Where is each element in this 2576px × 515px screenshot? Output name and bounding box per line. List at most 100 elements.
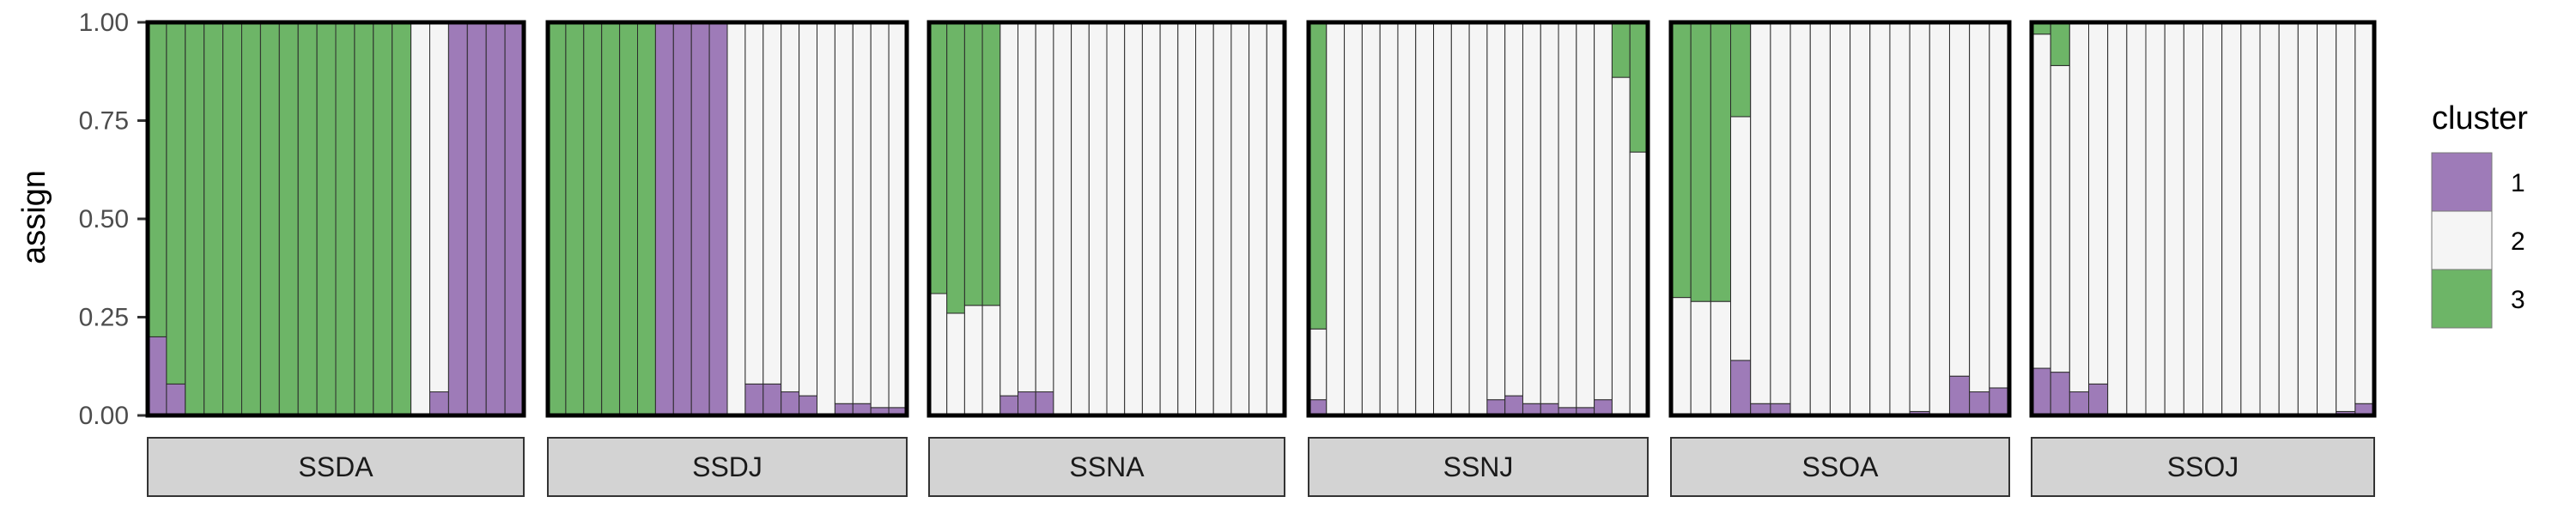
- bar-segment-cluster-2: [834, 21, 854, 404]
- bar-segment-cluster-3: [222, 21, 243, 416]
- bar-segment-cluster-2: [1486, 21, 1506, 401]
- bar-segment-cluster-2: [1770, 21, 1791, 404]
- panel-border: [1668, 20, 2012, 418]
- bar-segment-cluster-2: [2240, 21, 2261, 416]
- bar-segment-cluster-1: [690, 21, 710, 416]
- bar-segment-cluster-3: [1670, 21, 1692, 299]
- bar-segment-cluster-2: [1195, 21, 1214, 416]
- legend-key-cluster-1: [2431, 152, 2493, 212]
- bar-segment-cluster-2: [1053, 21, 1072, 416]
- bar-segment-cluster-3: [373, 21, 393, 416]
- legend-label: 2: [2511, 227, 2525, 256]
- facet-label: SSNJ: [1443, 451, 1514, 482]
- bar-segment-cluster-1: [429, 391, 449, 416]
- bar-segment-cluster-2: [1909, 21, 1930, 412]
- bar-segment-cluster-2: [2221, 21, 2242, 416]
- bar-segment-cluster-1: [672, 21, 692, 416]
- bar-segment-cluster-2: [2183, 21, 2203, 416]
- bar-segment-cluster-2: [1212, 21, 1232, 416]
- bar-segment-cluster-3: [278, 21, 299, 416]
- facet-label: SSOJ: [2167, 451, 2239, 482]
- bar-segment-cluster-3: [1629, 21, 1649, 153]
- bar-segment-cluster-1: [999, 395, 1019, 416]
- bar-segment-cluster-2: [1344, 21, 1363, 416]
- bar-segment-cluster-3: [166, 21, 186, 385]
- panel-border: [2029, 20, 2377, 418]
- bar-segment-cluster-2: [981, 305, 1001, 416]
- panel-border: [145, 20, 526, 418]
- bar-segment-cluster-2: [1159, 21, 1179, 416]
- bar-segment-cluster-2: [1361, 21, 1381, 416]
- bar-segment-cluster-2: [1249, 21, 1267, 416]
- bar-segment-cluster-1: [1969, 391, 1990, 416]
- bar-segment-cluster-3: [601, 21, 621, 416]
- bar-segment-cluster-2: [781, 21, 800, 393]
- bar-segment-cluster-2: [1266, 21, 1285, 416]
- bar-segment-cluster-1: [2069, 391, 2089, 416]
- bar-segment-cluster-1: [485, 21, 506, 416]
- facet-panel: SSDA: [145, 20, 526, 497]
- bar-segment-cluster-2: [2202, 21, 2223, 416]
- bar-segment-cluster-1: [1504, 395, 1523, 416]
- bar-segment-cluster-2: [1018, 21, 1036, 393]
- bar-segment-cluster-3: [185, 21, 205, 416]
- panel-border: [545, 20, 909, 418]
- bar-segment-cluster-2: [799, 21, 817, 397]
- bar-segment-cluster-3: [354, 21, 374, 416]
- bar-segment-cluster-2: [1611, 76, 1631, 416]
- bar-segment-cluster-3: [392, 21, 412, 416]
- bar-segment-cluster-1: [1486, 399, 1506, 416]
- bar-segment-cluster-1: [1730, 360, 1752, 416]
- facet-strip: [547, 437, 908, 497]
- bar-segment-cluster-2: [1929, 21, 1950, 416]
- bar-segment-cluster-2: [1504, 21, 1523, 397]
- bar-segment-cluster-2: [1809, 21, 1831, 416]
- bar-segment-cluster-3: [297, 21, 318, 416]
- bar-segment-cluster-2: [2145, 21, 2166, 416]
- facet-panel: SSOA: [1668, 20, 2012, 497]
- bar-segment-cluster-2: [1326, 21, 1346, 416]
- bar-segment-cluster-2: [1789, 21, 1811, 416]
- bar-segment-cluster-2: [1433, 21, 1452, 416]
- facet-panel: SSOJ: [2029, 20, 2377, 497]
- bar-segment-cluster-2: [2069, 21, 2089, 393]
- bar-segment-cluster-2: [1071, 21, 1090, 416]
- bar-segment-cluster-2: [870, 21, 890, 409]
- bar-segment-cluster-2: [429, 21, 449, 393]
- y-tick-label: 0.00: [79, 402, 129, 430]
- bar-segment-cluster-2: [1969, 21, 1990, 393]
- bar-segment-cluster-3: [147, 21, 167, 337]
- bar-segment-cluster-1: [2050, 372, 2070, 416]
- legend-label: 1: [2511, 169, 2525, 197]
- bar-segment-cluster-3: [204, 21, 224, 416]
- bar-segment-cluster-2: [2259, 21, 2280, 416]
- bar-segment-cluster-1: [654, 21, 674, 416]
- facet-panel: SSDJ: [545, 20, 909, 497]
- bar-segment-cluster-2: [1468, 21, 1488, 416]
- bar-segment-cluster-3: [928, 21, 948, 294]
- bar-segment-cluster-3: [565, 21, 585, 416]
- bar-segment-cluster-3: [1308, 21, 1327, 330]
- bar-segment-cluster-3: [963, 21, 983, 306]
- bar-segment-cluster-2: [1850, 21, 1871, 416]
- y-tick-label: 0.50: [79, 205, 129, 233]
- bar-segment-cluster-2: [1869, 21, 1891, 416]
- bar-segment-cluster-2: [2164, 21, 2184, 416]
- bar-segment-cluster-3: [335, 21, 355, 416]
- bar-segment-cluster-3: [637, 21, 656, 416]
- panel-border: [927, 20, 1287, 418]
- bar-segment-cluster-2: [1230, 21, 1250, 416]
- bar-segment-cluster-2: [1670, 297, 1692, 416]
- bar-segment-cluster-1: [1948, 375, 1971, 416]
- bar-segment-cluster-1: [504, 21, 525, 416]
- bar-segment-cluster-2: [1558, 21, 1577, 409]
- bar-segment-cluster-3: [583, 21, 603, 416]
- bar-segment-cluster-2: [1829, 21, 1851, 416]
- bar-segment-cluster-3: [259, 21, 280, 416]
- facet-strip: [928, 437, 1285, 497]
- bar-segment-cluster-2: [1522, 21, 1541, 404]
- bar-segment-cluster-1: [744, 383, 764, 416]
- bar-segment-cluster-1: [708, 21, 728, 416]
- legend-title: cluster: [2432, 100, 2528, 136]
